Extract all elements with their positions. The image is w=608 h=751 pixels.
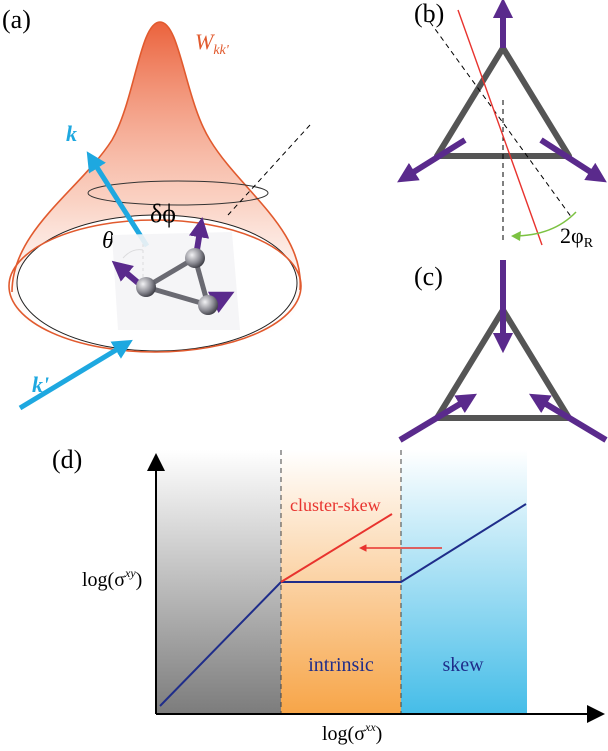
panel-d: (d) cluster-skew intrinsic skew log(σxy)… (52, 445, 605, 745)
spin-arrow-b-right (539, 137, 607, 183)
kprime-vector-arrow (18, 339, 133, 411)
sigma-xy-curve (159, 503, 527, 707)
cluster-skew-line (280, 513, 393, 583)
skew-label: skew (442, 654, 484, 676)
diagonal-dashed-b (429, 21, 573, 219)
k-vector-arrow (86, 151, 150, 248)
x-axis-label: log(σxx) (322, 720, 382, 745)
atom-left (136, 277, 156, 297)
spin-arrow-b-left (397, 137, 467, 183)
region-skew (401, 450, 527, 714)
panel-b: (b) 2φR (397, 0, 607, 251)
axis-dashed-line (227, 124, 311, 216)
intrinsic-label: intrinsic (308, 654, 374, 676)
k-label: k (66, 121, 77, 146)
delta-phi-label: δϕ (150, 199, 176, 228)
panel-d-label: (d) (52, 445, 82, 474)
rotated-axis-red (457, 9, 543, 246)
y-axis-label: log(σxy) (82, 566, 142, 591)
kprime-label: k' (32, 372, 49, 397)
panel-b-label: (b) (414, 0, 444, 28)
panel-c-label: (c) (414, 262, 443, 291)
spin-arrow-c-left (398, 393, 477, 443)
spin-arrow-c-right (529, 393, 608, 443)
panel-a: (a) Wkk' k k' δϕ θ (2, 5, 311, 411)
upper-ring-ellipse (87, 180, 269, 206)
panel-a-label: (a) (2, 5, 31, 34)
cluster-skew-label: cluster-skew (290, 495, 381, 515)
panel-c: (c) (398, 260, 608, 443)
spin-cluster (111, 216, 240, 330)
triangle-c (434, 307, 572, 421)
w-kk-label: Wkk' (195, 29, 230, 58)
angle-arrowhead (511, 231, 521, 241)
atom-top (185, 248, 205, 268)
transition-rate-outline (11, 21, 301, 293)
atom-right (198, 295, 218, 315)
region-gray (156, 450, 281, 714)
distorted-fermi-ellipse (8, 219, 302, 353)
theta-label: θ (102, 228, 114, 254)
angle-label: 2φR (560, 223, 594, 251)
